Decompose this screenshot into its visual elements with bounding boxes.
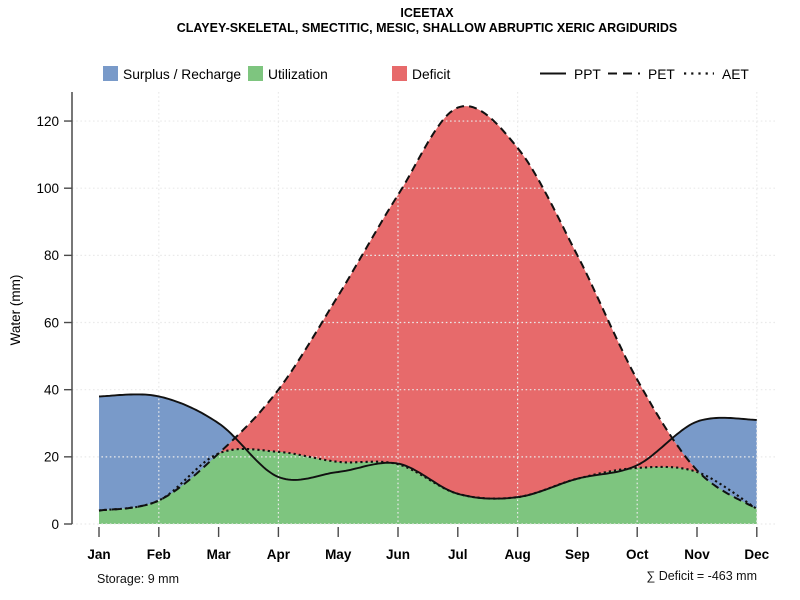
legend-label-ppt: PPT (574, 67, 601, 82)
chart-subtitle: CLAYEY-SKELETAL, SMECTITIC, MESIC, SHALL… (177, 21, 677, 35)
x-tick-label: Nov (684, 547, 710, 562)
y-tick-label: 60 (44, 315, 59, 330)
legend-label-surplus: Surplus / Recharge (123, 67, 241, 82)
legend-swatch-surplus (103, 66, 118, 81)
x-tick-label: Aug (504, 547, 530, 562)
x-tick-label: Sep (565, 547, 590, 562)
deficit-area (218, 106, 700, 499)
aet-curve (98, 447, 758, 512)
y-tick-label: 80 (44, 248, 59, 263)
area-fills (99, 106, 757, 524)
x-tick-label: Jul (448, 547, 468, 562)
ppt-curve (99, 393, 757, 500)
surplus-area (99, 394, 236, 511)
x-tick-label: Jan (87, 547, 110, 562)
legend-label-utilization: Utilization (268, 67, 328, 82)
chart-title: ICEETAX (400, 6, 454, 20)
y-tick-label: 0 (51, 517, 59, 532)
y-tick-label: 100 (36, 181, 59, 196)
legend-label-aet: AET (722, 67, 749, 82)
y-axis-title: Water (mm) (8, 275, 23, 346)
legend-swatch-deficit (392, 66, 407, 81)
y-tick-label: 120 (36, 114, 59, 129)
legend-label-deficit: Deficit (412, 67, 450, 82)
legend-swatch-utilization (248, 66, 263, 81)
axes: 0 20 40 60 80 100 120 Jan Feb Mar Apr May Jun Jul Aug S… (36, 92, 770, 562)
x-tick-label: May (325, 547, 352, 562)
x-tick-label: Mar (207, 547, 232, 562)
x-tick-label: Feb (147, 547, 171, 562)
legend-label-pet: PET (648, 67, 675, 82)
x-tick-label: Dec (744, 547, 769, 562)
x-tick-label: Oct (626, 547, 649, 562)
y-tick-label: 20 (44, 450, 59, 465)
series-curves (98, 105, 758, 512)
storage-annotation: Storage: 9 mm (97, 572, 179, 586)
x-tick-label: Jun (386, 547, 410, 562)
gridlines (72, 92, 775, 525)
total-deficit-annotation: ∑ Deficit = -463 mm (646, 569, 757, 583)
surplus-area (672, 417, 757, 509)
x-tick-label: Apr (267, 547, 291, 562)
y-tick-label: 40 (44, 382, 59, 397)
legend: Surplus / Recharge Utilization Deficit P… (103, 66, 749, 82)
pet-curve (98, 105, 758, 512)
